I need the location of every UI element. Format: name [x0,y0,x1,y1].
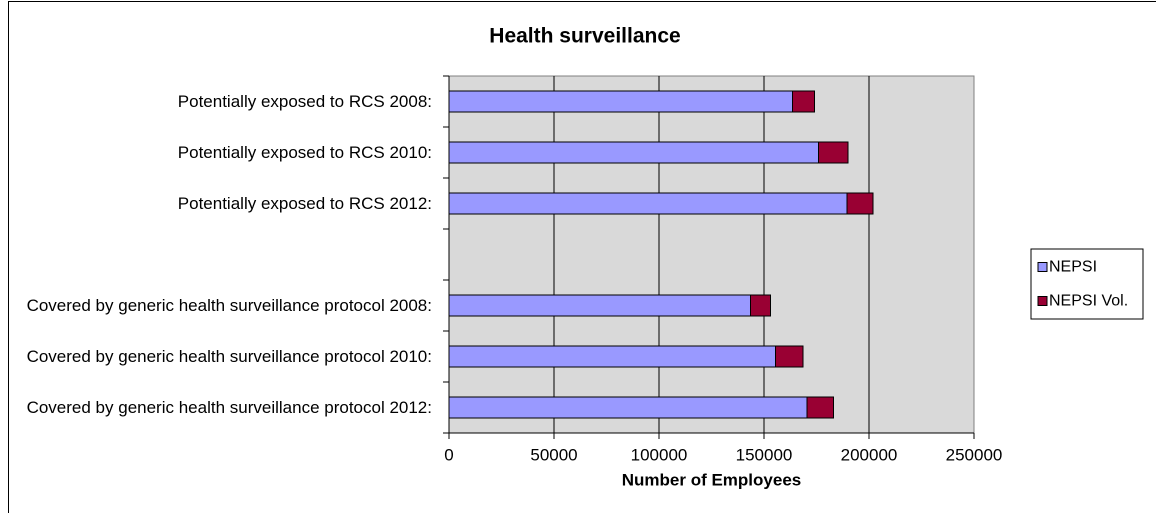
category-labels: Potentially exposed to RCS 2008: Potentia… [27,92,432,417]
x-tick-label: 50000 [530,446,577,465]
bar-nepsi-vol [791,90,815,113]
x-axis-ticks [448,433,975,439]
bar-nepsi-vol [806,396,834,419]
bar-nepsi [448,90,793,113]
legend: NEPSI NEPSI Vol. [1030,248,1144,320]
legend-label: NEPSI [1049,259,1097,276]
legend-items: NEPSI NEPSI Vol. [1037,259,1128,310]
category-label: Potentially exposed to RCS 2012: [178,194,432,213]
category-label: Potentially exposed to RCS 2010: [178,143,432,162]
category-label: Covered by generic health surveillance p… [27,347,432,366]
x-tick-label: 200000 [841,446,898,465]
bar-nepsi [448,345,777,368]
bar-nepsi [448,396,808,419]
bar-nepsi [448,192,848,215]
y-axis-ticks [443,75,449,434]
bar-nepsi [448,294,751,317]
category-label: Potentially exposed to RCS 2008: [178,92,432,111]
gridlines [553,76,870,433]
category-label: Covered by generic health surveillance p… [27,398,432,417]
x-axis-title: Number of Employees [622,471,802,490]
x-tick-labels: 0 50000 100000 150000 200000 250000 [444,446,1002,465]
category-label: Covered by generic health surveillance p… [27,296,432,315]
legend-box [1030,248,1144,320]
legend-label: NEPSI Vol. [1049,293,1128,310]
plot-area [448,75,975,434]
legend-swatch [1037,296,1048,306]
legend-item-nepsi: NEPSI [1037,259,1097,276]
legend-item-nepsi-vol: NEPSI Vol. [1037,293,1128,310]
bar-nepsi-vol [749,294,771,317]
x-tick-label: 0 [444,446,453,465]
chart-area [8,1,1156,513]
bar-nepsi [448,141,820,164]
x-tick-label: 250000 [946,446,1003,465]
legend-swatch [1037,262,1048,272]
x-tick-label: 150000 [736,446,793,465]
bar-nepsi-vol [846,192,874,215]
chart-title: Health surveillance [489,25,680,48]
x-tick-label: 100000 [631,446,688,465]
bar-nepsi-vol [818,141,849,164]
bar-nepsi-vol [775,345,804,368]
